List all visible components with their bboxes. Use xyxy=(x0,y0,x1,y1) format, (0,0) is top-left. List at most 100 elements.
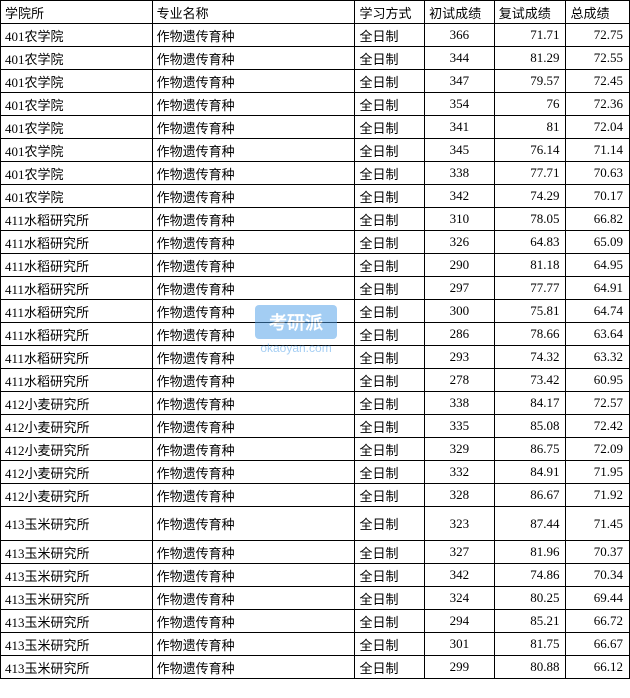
table-row: 401农学院作物遗传育种全日制34481.2972.55 xyxy=(1,47,630,70)
table-cell: 全日制 xyxy=(355,415,425,438)
table-cell: 72.04 xyxy=(566,116,630,139)
table-cell: 412小麦研究所 xyxy=(1,392,153,415)
table-body: 401农学院作物遗传育种全日制36671.7172.75401农学院作物遗传育种… xyxy=(1,24,630,679)
table-cell: 作物遗传育种 xyxy=(152,208,355,231)
table-header-row: 学院所 专业名称 学习方式 初试成绩 复试成绩 总成绩 xyxy=(1,1,630,24)
table-cell: 作物遗传育种 xyxy=(152,369,355,392)
table-cell: 341 xyxy=(425,116,495,139)
table-cell: 328 xyxy=(425,484,495,507)
table-cell: 71.95 xyxy=(566,461,630,484)
table-cell: 70.17 xyxy=(566,185,630,208)
table-cell: 70.63 xyxy=(566,162,630,185)
table-cell: 342 xyxy=(425,185,495,208)
table-cell: 413玉米研究所 xyxy=(1,610,153,633)
table-cell: 413玉米研究所 xyxy=(1,541,153,564)
table-cell: 412小麦研究所 xyxy=(1,415,153,438)
table-row: 411水稻研究所作物遗传育种全日制27873.4260.95 xyxy=(1,369,630,392)
table-cell: 71.92 xyxy=(566,484,630,507)
table-cell: 作物遗传育种 xyxy=(152,587,355,610)
table-cell: 作物遗传育种 xyxy=(152,541,355,564)
table-cell: 74.29 xyxy=(494,185,566,208)
table-cell: 63.32 xyxy=(566,346,630,369)
table-cell: 全日制 xyxy=(355,656,425,679)
table-cell: 66.12 xyxy=(566,656,630,679)
table-cell: 76.14 xyxy=(494,139,566,162)
col-header-retest: 复试成绩 xyxy=(494,1,566,24)
table-cell: 81.29 xyxy=(494,47,566,70)
table-cell: 作物遗传育种 xyxy=(152,438,355,461)
table-cell: 全日制 xyxy=(355,461,425,484)
table-cell: 354 xyxy=(425,93,495,116)
table-cell: 401农学院 xyxy=(1,47,153,70)
table-cell: 作物遗传育种 xyxy=(152,70,355,93)
table-cell: 411水稻研究所 xyxy=(1,231,153,254)
table-cell: 401农学院 xyxy=(1,93,153,116)
table-cell: 72.55 xyxy=(566,47,630,70)
table-cell: 作物遗传育种 xyxy=(152,231,355,254)
table-row: 413玉米研究所作物遗传育种全日制30181.7566.67 xyxy=(1,633,630,656)
table-cell: 全日制 xyxy=(355,24,425,47)
table-cell: 411水稻研究所 xyxy=(1,300,153,323)
table-cell: 作物遗传育种 xyxy=(152,633,355,656)
table-row: 412小麦研究所作物遗传育种全日制32886.6771.92 xyxy=(1,484,630,507)
table-cell: 66.82 xyxy=(566,208,630,231)
table-cell: 338 xyxy=(425,392,495,415)
col-header-mode: 学习方式 xyxy=(355,1,425,24)
table-cell: 411水稻研究所 xyxy=(1,369,153,392)
table-cell: 411水稻研究所 xyxy=(1,277,153,300)
table-cell: 全日制 xyxy=(355,541,425,564)
table-cell: 69.44 xyxy=(566,587,630,610)
col-header-preliminary: 初试成绩 xyxy=(425,1,495,24)
table-cell: 411水稻研究所 xyxy=(1,323,153,346)
table-cell: 73.42 xyxy=(494,369,566,392)
table-cell: 作物遗传育种 xyxy=(152,610,355,633)
table-cell: 413玉米研究所 xyxy=(1,587,153,610)
table-cell: 全日制 xyxy=(355,300,425,323)
table-cell: 76 xyxy=(494,93,566,116)
table-cell: 401农学院 xyxy=(1,24,153,47)
table-cell: 401农学院 xyxy=(1,116,153,139)
table-cell: 全日制 xyxy=(355,507,425,541)
table-row: 411水稻研究所作物遗传育种全日制29777.7764.91 xyxy=(1,277,630,300)
table-cell: 作物遗传育种 xyxy=(152,656,355,679)
table-cell: 294 xyxy=(425,610,495,633)
table-cell: 342 xyxy=(425,564,495,587)
table-cell: 86.75 xyxy=(494,438,566,461)
table-cell: 全日制 xyxy=(355,438,425,461)
table-row: 413玉米研究所作物遗传育种全日制29485.2166.72 xyxy=(1,610,630,633)
table-row: 401农学院作物遗传育种全日制3418172.04 xyxy=(1,116,630,139)
table-cell: 401农学院 xyxy=(1,139,153,162)
table-cell: 64.95 xyxy=(566,254,630,277)
table-row: 412小麦研究所作物遗传育种全日制33284.9171.95 xyxy=(1,461,630,484)
table-cell: 72.57 xyxy=(566,392,630,415)
table-row: 401农学院作物遗传育种全日制34274.2970.17 xyxy=(1,185,630,208)
table-cell: 323 xyxy=(425,507,495,541)
table-cell: 全日制 xyxy=(355,254,425,277)
table-cell: 全日制 xyxy=(355,323,425,346)
table-cell: 81.18 xyxy=(494,254,566,277)
table-cell: 327 xyxy=(425,541,495,564)
table-cell: 74.32 xyxy=(494,346,566,369)
table-cell: 86.67 xyxy=(494,484,566,507)
table-cell: 72.75 xyxy=(566,24,630,47)
table-cell: 411水稻研究所 xyxy=(1,208,153,231)
table-cell: 70.37 xyxy=(566,541,630,564)
table-cell: 413玉米研究所 xyxy=(1,656,153,679)
table-cell: 78.66 xyxy=(494,323,566,346)
table-cell: 75.81 xyxy=(494,300,566,323)
table-cell: 作物遗传育种 xyxy=(152,564,355,587)
table-row: 413玉米研究所作物遗传育种全日制34274.8670.34 xyxy=(1,564,630,587)
table-cell: 71.14 xyxy=(566,139,630,162)
table-cell: 作物遗传育种 xyxy=(152,93,355,116)
table-cell: 401农学院 xyxy=(1,70,153,93)
table-cell: 作物遗传育种 xyxy=(152,139,355,162)
table-cell: 作物遗传育种 xyxy=(152,300,355,323)
table-cell: 344 xyxy=(425,47,495,70)
table-row: 411水稻研究所作物遗传育种全日制29081.1864.95 xyxy=(1,254,630,277)
table-cell: 作物遗传育种 xyxy=(152,415,355,438)
table-cell: 413玉米研究所 xyxy=(1,564,153,587)
table-row: 413玉米研究所作物遗传育种全日制32387.4471.45 xyxy=(1,507,630,541)
table-cell: 366 xyxy=(425,24,495,47)
table-cell: 74.86 xyxy=(494,564,566,587)
table-cell: 338 xyxy=(425,162,495,185)
